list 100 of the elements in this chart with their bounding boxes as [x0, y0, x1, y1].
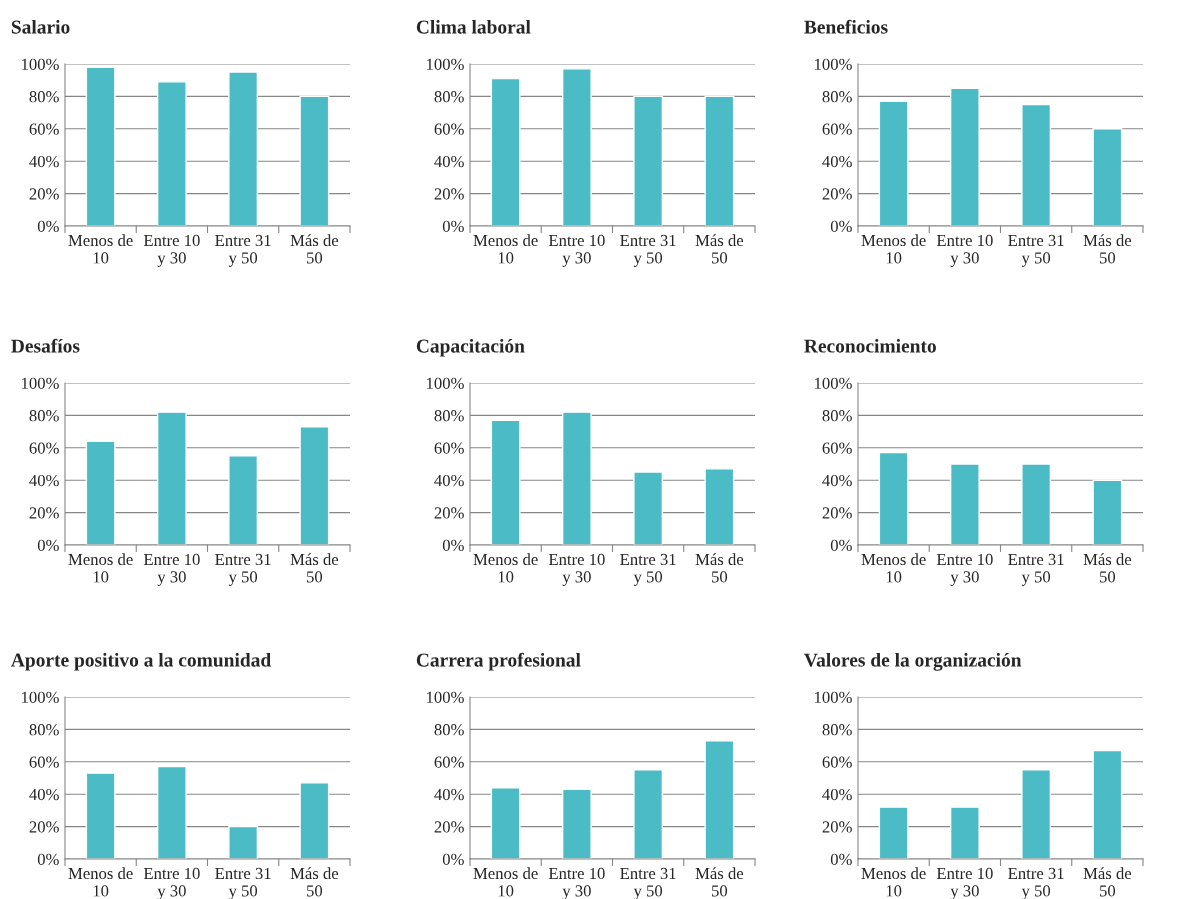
- y-tick-label: 0%: [37, 220, 59, 232]
- x-tick-label: Entre 31 y 50: [1008, 234, 1064, 267]
- y-tick-label: 100%: [815, 58, 852, 70]
- x-tick-label: Entre 10 y 30: [548, 553, 605, 586]
- x-tick-label: Más de 50: [1083, 553, 1132, 583]
- bar: [85, 66, 116, 226]
- bar: [949, 463, 980, 545]
- bar: [878, 806, 909, 859]
- x-tick-label: Entre 10 y 30: [143, 234, 200, 267]
- y-tick-label: 40%: [822, 474, 852, 487]
- bar: [490, 787, 521, 859]
- x-tick-label: Entre 10 y 30: [143, 553, 200, 586]
- bar: [561, 411, 592, 545]
- y-tick-label: 40%: [434, 788, 464, 801]
- y-tick-label: 60%: [29, 123, 59, 135]
- y-tick-label: 40%: [29, 155, 59, 168]
- y-tick-label: 60%: [822, 442, 852, 454]
- bar: [299, 95, 330, 226]
- bar: [704, 740, 735, 859]
- y-tick-label: 80%: [434, 410, 464, 422]
- bar: [299, 426, 330, 545]
- y-tick-label: 0%: [442, 539, 464, 551]
- x-tick-label: Entre 31 y 50: [620, 867, 676, 899]
- x-tick-label: Entre 31 y 50: [620, 234, 676, 267]
- x-tick-label: Más de 50: [290, 234, 339, 264]
- chart-title: Aporte positivo a la comunidad: [11, 652, 271, 671]
- x-tick-label: Entre 31 y 50: [215, 553, 271, 586]
- bar: [228, 455, 259, 545]
- bar: [1021, 463, 1052, 545]
- bar: [878, 100, 909, 226]
- y-tick-label: 60%: [434, 442, 464, 454]
- y-tick-label: 20%: [29, 507, 59, 519]
- y-tick-label: 60%: [822, 756, 852, 768]
- x-tick-label: Entre 31 y 50: [215, 867, 271, 899]
- x-tick-label: Entre 31 y 50: [1008, 867, 1064, 899]
- bar: [1021, 769, 1052, 859]
- bar: [949, 806, 980, 859]
- y-tick-label: 20%: [822, 507, 852, 519]
- bar: [704, 468, 735, 545]
- y-tick-label: 40%: [29, 474, 59, 487]
- bar: [156, 81, 187, 226]
- x-tick-label: Más de 50: [695, 867, 744, 897]
- y-tick-label: 0%: [442, 853, 464, 865]
- bar: [85, 772, 116, 859]
- y-tick-label: 80%: [29, 91, 59, 103]
- x-tick-label: Entre 10 y 30: [936, 867, 993, 899]
- bar: [633, 471, 664, 545]
- x-tick-label: Más de 50: [290, 867, 339, 897]
- chart-title: Valores de la organización: [804, 652, 1022, 671]
- bar: [156, 411, 187, 545]
- y-tick-label: 20%: [29, 821, 59, 833]
- bar: [228, 825, 259, 859]
- y-tick-label: 80%: [29, 724, 59, 736]
- bar: [633, 95, 664, 226]
- y-tick-label: 0%: [830, 853, 852, 865]
- y-tick-label: 100%: [22, 377, 59, 389]
- x-tick-label: Menos de 10: [861, 553, 926, 583]
- x-tick-label: Más de 50: [695, 553, 744, 583]
- bar: [561, 788, 592, 859]
- x-tick-label: Más de 50: [1083, 234, 1132, 264]
- y-tick-label: 40%: [434, 474, 464, 487]
- x-tick-label: Menos de 10: [68, 553, 133, 583]
- y-tick-label: 0%: [37, 539, 59, 551]
- bar: [85, 440, 116, 545]
- x-tick-label: Menos de 10: [473, 553, 538, 583]
- chart-title: Salario: [11, 19, 70, 34]
- y-tick-label: 20%: [822, 821, 852, 833]
- chart-title: Reconocimiento: [804, 338, 936, 353]
- y-tick-label: 60%: [434, 756, 464, 768]
- bar: [561, 68, 592, 226]
- chart-title: Beneficios: [804, 19, 888, 34]
- bar: [228, 71, 259, 226]
- x-tick-label: Menos de 10: [68, 867, 133, 897]
- chart-title: Clima laboral: [416, 19, 531, 34]
- y-tick-label: 60%: [29, 756, 59, 768]
- x-tick-label: Menos de 10: [861, 867, 926, 897]
- y-tick-label: 20%: [434, 188, 464, 200]
- y-tick-label: 80%: [434, 724, 464, 736]
- y-tick-label: 20%: [434, 821, 464, 833]
- bar: [156, 765, 187, 859]
- y-tick-label: 0%: [830, 539, 852, 551]
- y-tick-label: 80%: [822, 724, 852, 736]
- x-tick-label: Más de 50: [290, 553, 339, 583]
- y-tick-label: 80%: [434, 91, 464, 103]
- x-tick-label: Entre 10 y 30: [548, 234, 605, 267]
- x-tick-label: Entre 31 y 50: [620, 553, 676, 586]
- x-tick-label: Menos de 10: [68, 234, 133, 264]
- x-tick-label: Menos de 10: [861, 234, 926, 264]
- y-tick-label: 0%: [37, 853, 59, 865]
- y-tick-label: 100%: [427, 377, 464, 389]
- bar: [1092, 128, 1123, 226]
- y-tick-label: 20%: [29, 188, 59, 200]
- y-tick-label: 20%: [822, 188, 852, 200]
- y-tick-label: 0%: [830, 220, 852, 232]
- y-tick-label: 40%: [29, 788, 59, 801]
- y-tick-label: 100%: [815, 691, 852, 703]
- y-tick-label: 80%: [822, 410, 852, 422]
- chart-title: Carrera profesional: [416, 652, 581, 671]
- y-tick-label: 0%: [442, 220, 464, 232]
- y-tick-label: 60%: [29, 442, 59, 454]
